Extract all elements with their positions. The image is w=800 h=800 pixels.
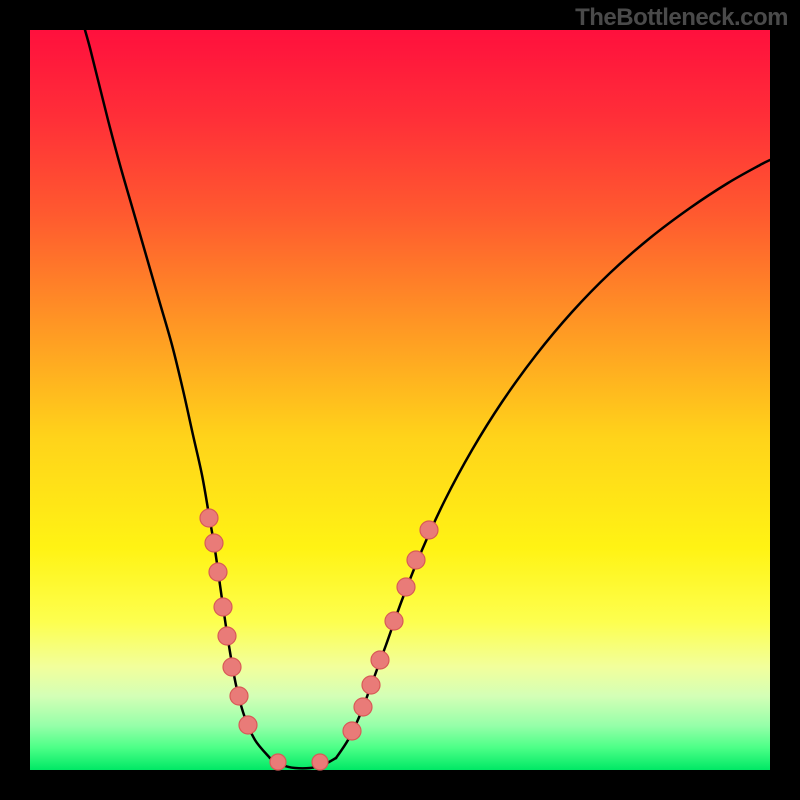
data-point-marker (397, 578, 415, 596)
gradient-background (30, 30, 770, 770)
data-point-marker (214, 598, 232, 616)
data-point-marker (270, 754, 286, 770)
data-point-marker (230, 687, 248, 705)
data-point-marker (343, 722, 361, 740)
data-point-marker (239, 716, 257, 734)
plot-area (30, 30, 770, 770)
data-point-marker (362, 676, 380, 694)
data-point-marker (200, 509, 218, 527)
data-point-marker (223, 658, 241, 676)
data-point-marker (385, 612, 403, 630)
data-point-marker (354, 698, 372, 716)
data-point-marker (218, 627, 236, 645)
data-point-marker (209, 563, 227, 581)
data-point-marker (371, 651, 389, 669)
data-point-marker (205, 534, 223, 552)
data-point-marker (420, 521, 438, 539)
data-point-marker (407, 551, 425, 569)
data-point-marker (312, 754, 328, 770)
bottleneck-curve-chart (0, 0, 800, 800)
watermark-text: TheBottleneck.com (575, 4, 788, 32)
